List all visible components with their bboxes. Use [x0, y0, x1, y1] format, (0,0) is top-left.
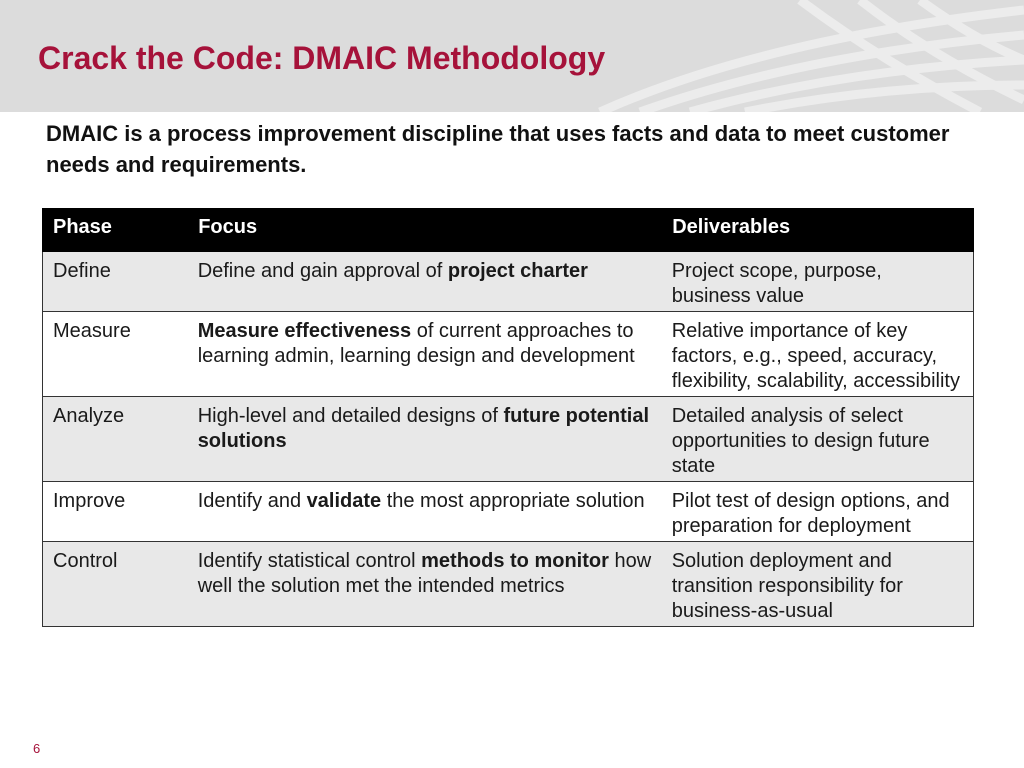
column-header-phase: Phase [41, 208, 189, 252]
focus-text: how well the solution met the intended m… [197, 550, 652, 597]
decorative-arc-pattern [598, 0, 1024, 112]
focus-text: Identify statistical control [197, 550, 422, 572]
focus-cell: Define and gain approval of project char… [187, 251, 662, 312]
deliverables-cell: Solution deployment and transition respo… [661, 541, 974, 627]
header-band: Crack the Code: DMAIC Methodology [0, 0, 1024, 112]
phase-cell: Define [41, 251, 188, 312]
slide-title: Crack the Code: DMAIC Methodology [38, 40, 606, 76]
focus-text: High-level and detailed designs of [197, 405, 504, 427]
table-row-improve: Improve Identify and validate the most a… [41, 481, 974, 542]
phase-cell: Control [41, 541, 188, 627]
deliverables-cell: Pilot test of design options, and prepar… [661, 481, 974, 542]
phase-cell: Improve [41, 481, 188, 542]
focus-text: of current approaches to learning admin,… [197, 320, 635, 367]
focus-emphasis: validate [306, 490, 382, 512]
table-row-measure: Measure Measure effectiveness of current… [41, 311, 974, 397]
dmaic-table: Phase Focus Deliverables Define Define a… [41, 208, 974, 627]
table-row-control: Control Identify statistical control met… [41, 541, 974, 627]
focus-cell: Measure effectiveness of current approac… [187, 311, 662, 397]
deliverables-cell: Project scope, purpose, business value [661, 251, 974, 312]
focus-emphasis: methods to monitor [421, 550, 609, 572]
focus-cell: High-level and detailed designs of futur… [187, 396, 662, 482]
focus-cell: Identify and validate the most appropria… [187, 481, 662, 542]
focus-emphasis: project charter [447, 260, 588, 282]
deliverables-cell: Detailed analysis of select opportunitie… [661, 396, 974, 482]
column-header-deliverables: Deliverables [661, 208, 974, 252]
focus-cell: Identify statistical control methods to … [187, 541, 662, 627]
table-row-analyze: Analyze High-level and detailed designs … [41, 396, 974, 482]
focus-emphasis: Measure effectiveness [197, 320, 412, 342]
page-number: 6 [33, 741, 41, 756]
phase-cell: Measure [41, 311, 188, 397]
intro-text: DMAIC is a process improvement disciplin… [46, 121, 950, 177]
column-header-focus: Focus [187, 208, 663, 252]
deliverables-cell: Relative importance of key factors, e.g.… [661, 311, 974, 397]
focus-emphasis: future potential solutions [197, 405, 649, 452]
focus-text: Define and gain approval of [197, 260, 448, 282]
phase-cell: Analyze [41, 396, 188, 482]
table-row-define: Define Define and gain approval of proje… [41, 251, 974, 312]
table-header-row: Phase Focus Deliverables [41, 208, 974, 252]
focus-text: Identify and [197, 490, 307, 512]
focus-text: the most appropriate solution [381, 490, 645, 512]
